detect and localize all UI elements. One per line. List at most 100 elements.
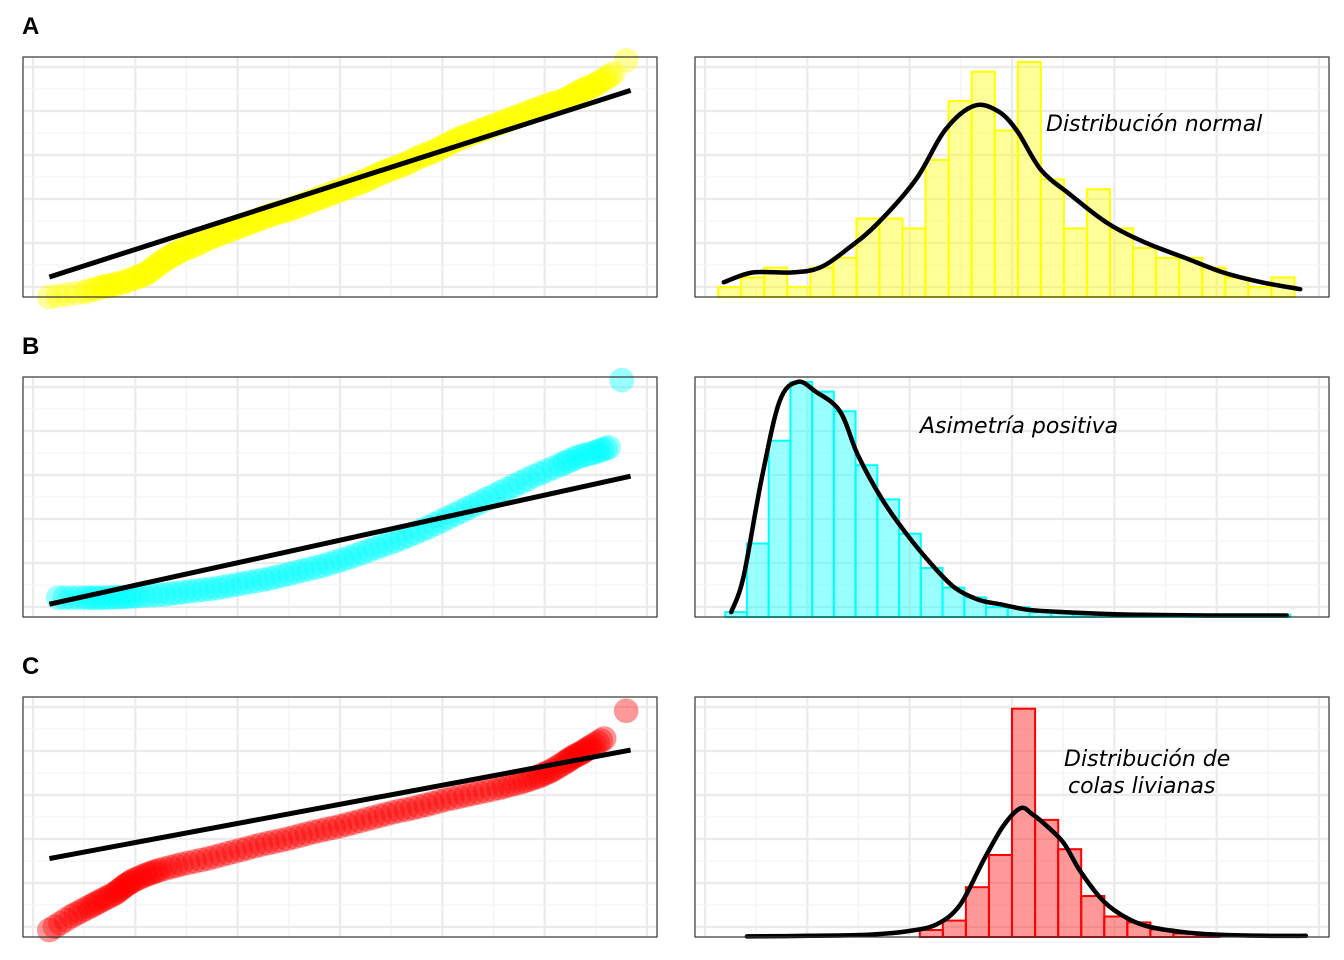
qq-point: [86, 889, 112, 915]
qq-point: [72, 896, 98, 922]
qq-point: [162, 241, 188, 267]
qq-reference-line: [48, 473, 632, 607]
histogram-bar: [1057, 848, 1083, 939]
qq-point: [99, 882, 125, 908]
qq-point: [574, 442, 600, 468]
panel-border: [694, 696, 1330, 938]
panel-border: [22, 56, 658, 298]
histogram-bar: [964, 886, 991, 939]
qq-point: [76, 894, 102, 920]
qq-point: [228, 837, 254, 863]
qq-point: [356, 538, 382, 564]
qq-point: [362, 535, 388, 561]
qq-point: [283, 559, 309, 585]
qq-point: [144, 252, 170, 278]
panel-tag-c: C: [22, 653, 39, 680]
qq-point: [96, 273, 122, 299]
qq-point: [127, 865, 153, 891]
histogram-bar: [724, 611, 748, 618]
qq-point: [303, 554, 329, 580]
qq-point: [514, 466, 540, 492]
qq-point: [565, 444, 591, 470]
qq-point: [534, 458, 560, 484]
qq-point: [281, 824, 307, 850]
qq-point: [527, 460, 553, 486]
histogram-a: [694, 56, 1330, 299]
qq-point: [83, 891, 109, 916]
qq-point: [155, 245, 181, 271]
qq-reference-line: [48, 87, 632, 280]
qq-point: [158, 244, 183, 270]
qq-point: [400, 795, 426, 821]
qq-point: [353, 806, 379, 832]
histogram-bar: [987, 854, 1014, 938]
qq-point: [586, 438, 612, 464]
qq-point: [131, 262, 157, 287]
qq-point: [224, 572, 249, 598]
qq-point: [521, 463, 547, 489]
qq-point: [129, 262, 155, 288]
qq-point: [163, 853, 189, 879]
histogram-bar: [947, 100, 973, 298]
qq-point: [320, 815, 346, 841]
histogram-bar: [1011, 707, 1037, 939]
qq-point: [336, 545, 362, 571]
histogram-bar: [918, 929, 944, 938]
qq-point: [420, 790, 445, 816]
qq-point: [166, 239, 192, 265]
qq-point: [178, 234, 204, 260]
qq-point: [63, 901, 89, 927]
qq-point: [241, 833, 267, 859]
qq-point: [58, 903, 84, 929]
qq-point: [588, 728, 614, 754]
annotation-normal: Distribución normal: [1046, 112, 1262, 137]
qq-reference-line: [48, 747, 632, 861]
qq-point: [589, 437, 615, 463]
qq-point: [217, 573, 243, 599]
histogram-c: [694, 696, 1330, 939]
qq-point: [63, 280, 89, 306]
qq-point: [230, 570, 256, 596]
qq-point: [296, 556, 322, 582]
qq-point: [89, 887, 115, 913]
qq-point: [142, 254, 168, 280]
qq-point: [578, 440, 604, 466]
qq-point: [439, 785, 465, 811]
histogram-bar: [1034, 818, 1060, 939]
qq-point: [290, 558, 316, 584]
qq-point: [138, 257, 164, 283]
qq-point: [386, 798, 412, 824]
qq-point: [136, 259, 161, 285]
histogram-bar: [878, 217, 904, 299]
qq-point: [42, 914, 68, 940]
qq-point: [263, 564, 289, 590]
qq-point: [580, 73, 606, 99]
qq-point: [342, 542, 368, 568]
qq-point: [72, 279, 98, 305]
qq-point: [250, 567, 276, 593]
qq-point: [115, 268, 141, 294]
qq-plot-b: [22, 367, 658, 618]
histogram-bar: [924, 158, 950, 298]
qq-point: [393, 797, 419, 822]
qq-point: [130, 863, 156, 889]
qq-point: [235, 835, 260, 861]
qq-point: [109, 875, 135, 901]
histogram-bar: [993, 129, 1019, 298]
qq-point: [571, 77, 597, 102]
qq-point: [592, 436, 618, 462]
qq-point: [560, 446, 586, 472]
qq-point: [85, 275, 111, 301]
density-curve: [721, 102, 1303, 292]
qq-point: [237, 569, 263, 595]
qq-point: [613, 47, 639, 73]
histogram-bar: [985, 606, 1009, 619]
qq-point: [593, 65, 619, 91]
histogram-b: [694, 376, 1330, 619]
qq-point: [426, 788, 452, 814]
qq-point: [120, 868, 146, 893]
qq-point: [301, 819, 327, 845]
qq-point: [184, 578, 210, 604]
histogram-bar: [809, 266, 835, 299]
qq-point: [587, 69, 613, 95]
